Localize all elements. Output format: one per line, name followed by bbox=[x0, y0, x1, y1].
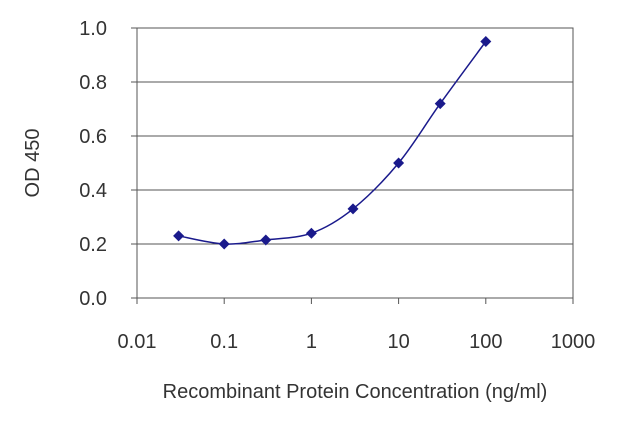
y-tick-label: 0.8 bbox=[79, 72, 107, 94]
y-tick-label: 0.6 bbox=[79, 126, 107, 148]
x-tick-label: 1 bbox=[306, 331, 317, 353]
x-tick-label: 10 bbox=[387, 331, 409, 353]
y-tick-label: 0.0 bbox=[79, 288, 107, 310]
y-tick-label: 0.2 bbox=[79, 234, 107, 256]
x-tick-label: 0.1 bbox=[210, 331, 238, 353]
y-tick-label: 0.4 bbox=[79, 180, 107, 202]
x-tick-label: 0.01 bbox=[118, 331, 157, 353]
y-axis: 0.0 0.2 0.4 0.6 0.8 1.0 bbox=[79, 18, 137, 310]
data-point-diamond bbox=[260, 234, 272, 246]
data-points bbox=[173, 36, 492, 250]
data-point-diamond bbox=[393, 157, 405, 169]
plot-frame bbox=[136, 27, 574, 299]
x-tick-label: 100 bbox=[469, 331, 502, 353]
x-tick-label: 1000 bbox=[551, 331, 596, 353]
y-tick-label: 1.0 bbox=[79, 18, 107, 40]
data-point-diamond bbox=[173, 230, 185, 242]
fit-curve bbox=[178, 41, 487, 245]
data-point-diamond bbox=[480, 36, 492, 47]
y-axis-title: OD 450 bbox=[22, 129, 44, 198]
x-axis-title: Recombinant Protein Concentration (ng/ml… bbox=[163, 381, 548, 403]
x-axis: 0.01 0.1 1 10 100 1000 bbox=[118, 298, 596, 353]
data-point-diamond bbox=[218, 238, 230, 250]
data-point-diamond bbox=[305, 227, 317, 239]
data-point-diamond bbox=[347, 203, 359, 215]
data-point-diamond bbox=[434, 98, 446, 110]
